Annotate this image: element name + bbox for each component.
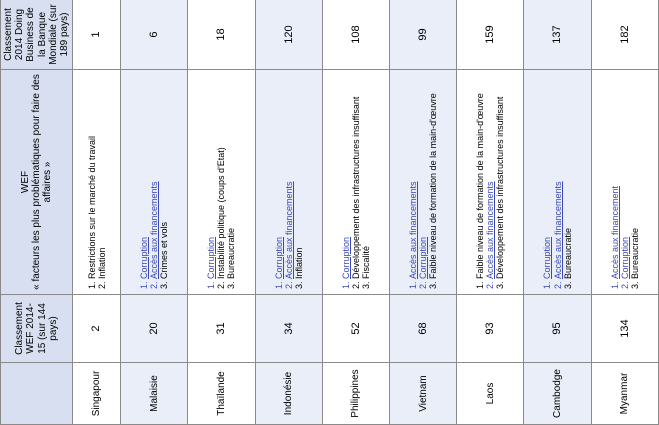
header-wef-subtitle: « facteurs les plus problématiques pour …	[30, 74, 54, 290]
table-header-row: Classement WEF 2014-15 (sur 144 pays) WE…	[0, 0, 73, 425]
factors-cell: CorruptionDéveloppement des infrastructu…	[322, 69, 390, 295]
factors-list: Restrictions sur le marché du travailInf…	[87, 74, 107, 290]
wef-rank-cell: 2	[72, 294, 121, 363]
factor-link[interactable]: Accès aux financement	[610, 74, 620, 279]
factor-item: Développement des infrastructures insuff…	[351, 74, 361, 279]
doing-business-rank-cell: 137	[523, 0, 592, 70]
factors-list: CorruptionAccès aux financementsBureaucr…	[542, 74, 572, 290]
wef-rank-cell: 34	[255, 294, 323, 363]
wef-rank-cell: 68	[389, 294, 457, 363]
factors-list: CorruptionAccès aux financementsInflatio…	[274, 74, 304, 290]
factor-item: Restrictions sur le marché du travail	[87, 74, 97, 279]
country-cell: Myanmar	[591, 362, 659, 425]
header-wef-factors: WEF « facteurs les plus problématiques p…	[0, 69, 73, 295]
header-wef-rank: Classement WEF 2014-15 (sur 144 pays)	[0, 294, 73, 363]
factor-link[interactable]: Corruption	[542, 74, 552, 279]
factor-item: Crimes et vols	[159, 74, 169, 279]
doing-business-rank-cell: 108	[322, 0, 390, 70]
wef-rank-cell: 20	[120, 294, 188, 363]
factor-link[interactable]: Accès aux financements	[284, 74, 294, 279]
doing-business-rank-cell: 120	[255, 0, 323, 70]
factors-cell: Restrictions sur le marché du travailInf…	[72, 69, 121, 295]
factor-item: Inflation	[97, 74, 107, 279]
country-cell: Laos	[456, 362, 524, 425]
wef-rank-cell: 52	[322, 294, 390, 363]
factors-cell: Faible niveau de formation de la main-d'…	[456, 69, 524, 295]
factor-link[interactable]: Accès aux financements	[149, 74, 159, 279]
country-cell: Philippines	[322, 362, 390, 425]
factor-link[interactable]: Corruption	[206, 74, 216, 279]
doing-business-rank-cell: 99	[389, 0, 457, 70]
factor-item: Fiscalité	[361, 74, 371, 279]
doing-business-rank-cell: 1	[72, 0, 121, 70]
factor-link[interactable]: Corruption	[341, 74, 351, 279]
factors-list: Faible niveau de formation de la main-d'…	[475, 74, 505, 290]
wef-rank-cell: 93	[456, 294, 524, 363]
country-cell: Cambodge	[523, 362, 592, 425]
factor-item: Faible niveau de formation de la main-d'…	[428, 74, 438, 279]
factors-cell: Accès aux financementCorruptionBureaucra…	[591, 69, 659, 295]
country-cell: Singapour	[72, 362, 121, 425]
wef-rank-cell: 31	[187, 294, 256, 363]
factor-link[interactable]: Corruption	[620, 74, 630, 279]
factor-item: Inflation	[294, 74, 304, 279]
header-country	[0, 362, 73, 425]
factor-item: Bureaucratie	[226, 74, 236, 279]
factor-link[interactable]: Accès aux financements	[408, 74, 418, 279]
header-wef-title: WEF	[19, 170, 31, 194]
factors-list: CorruptionAccès aux financementsCrimes e…	[139, 74, 169, 290]
header-doing-business: Classement 2014 Doing Business de la Ban…	[0, 0, 73, 70]
factors-list: Accès aux financementsCorruptionFaible n…	[408, 74, 438, 290]
factors-cell: Accès aux financementsCorruptionFaible n…	[389, 69, 457, 295]
factor-item: Bureaucratie	[630, 74, 640, 279]
doing-business-rank-cell: 159	[456, 0, 524, 70]
factor-link[interactable]: Corruption	[418, 74, 428, 279]
factors-list: CorruptionInstabilité politique (coups d…	[206, 74, 236, 290]
country-cell: Thaïlande	[187, 362, 256, 425]
factors-list: Accès aux financementCorruptionBureaucra…	[610, 74, 640, 290]
factor-item: Instabilité politique (coups d'Etat)	[216, 74, 226, 279]
doing-business-rank-cell: 182	[591, 0, 659, 70]
factors-cell: CorruptionInstabilité politique (coups d…	[187, 69, 256, 295]
factor-item: Bureaucratie	[563, 74, 573, 279]
factor-link[interactable]: Corruption	[274, 74, 284, 279]
factors-cell: CorruptionAccès aux financementsBureaucr…	[523, 69, 592, 295]
factor-link[interactable]: Accès aux financements	[553, 74, 563, 279]
doing-business-rank-cell: 6	[120, 0, 188, 70]
factor-item: Faible niveau de formation de la main-d'…	[475, 74, 485, 279]
doing-business-rank-cell: 18	[187, 0, 256, 70]
factors-cell: CorruptionAccès aux financementsCrimes e…	[120, 69, 188, 295]
factor-link[interactable]: Accès aux financements	[485, 74, 495, 279]
wef-rank-cell: 134	[591, 294, 659, 363]
country-cell: Malaisie	[120, 362, 188, 425]
factors-cell: CorruptionAccès aux financementsInflatio…	[255, 69, 323, 295]
factor-link[interactable]: Corruption	[139, 74, 149, 279]
factor-item: Développement des infrastructures insuff…	[495, 74, 505, 279]
country-cell: Vietnam	[389, 362, 457, 425]
country-cell: Indonésie	[255, 362, 323, 425]
factors-list: CorruptionDéveloppement des infrastructu…	[341, 74, 371, 290]
wef-rank-cell: 95	[523, 294, 592, 363]
